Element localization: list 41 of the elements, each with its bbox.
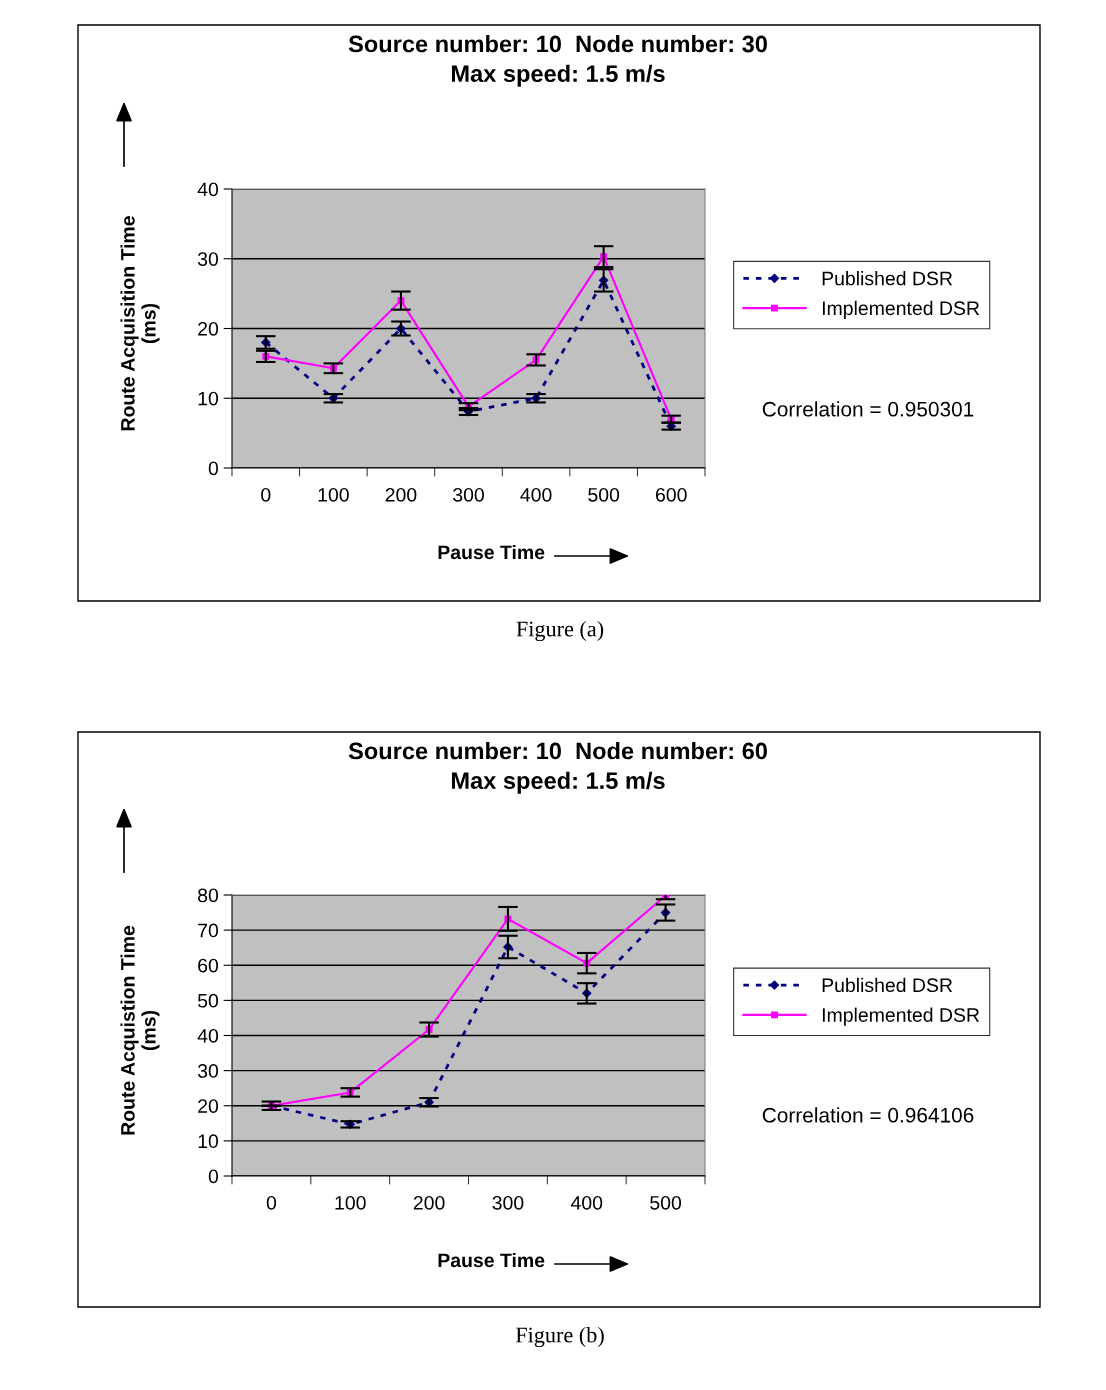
y-tick-label: 40 [197,1028,219,1043]
legend-label: Published DSR [822,977,953,993]
y-tick-label: 60 [198,958,219,973]
y-tick-label: 30 [197,1064,219,1078]
x-tick-label: 200 [385,487,417,502]
text: Figure (a) [516,620,604,642]
y-tick-label: 50 [197,993,219,1008]
x-tick-label: 300 [492,1195,524,1210]
y-tick-label: 20 [198,321,219,336]
legend-label: Published DSR [822,271,953,286]
text: Figure (b) [515,1326,604,1348]
x-tick-label: 400 [520,487,552,502]
y-tick-label: 0 [208,461,219,476]
y-axis-title: Route Acquisition Time (ms) [120,216,160,431]
y-tick-label: 20 [198,1099,219,1113]
x-tick-label: 100 [335,1195,366,1210]
legend-label: Implemented DSR [822,300,980,319]
text: Correlation = 0.950301 [762,401,974,417]
x-axis-title: Pause Time [438,544,545,560]
y-tick-label: 70 [198,923,219,938]
x-axis-title: Pause Time [438,1252,545,1268]
y-tick-label: 10 [198,1134,219,1149]
y-axis-title: Route Acquistion Time (ms) [120,925,160,1135]
x-tick-label: 200 [413,1195,445,1210]
x-tick-label: 600 [655,487,687,502]
x-tick-label: 500 [650,1195,682,1210]
y-tick-label: 80 [198,888,219,903]
text: Correlation = 0.964106 [762,1107,974,1123]
y-tick-label: 10 [198,391,219,406]
legend-label: Implemented DSR [822,1007,980,1026]
y-tick-label: 40 [197,182,219,197]
x-tick-label: 0 [266,1195,277,1210]
y-tick-label: 30 [197,252,219,266]
x-tick-label: 500 [588,487,620,502]
x-tick-label: 100 [318,487,349,502]
x-tick-label: 0 [261,487,271,502]
chart-title: Source number: 10 Node number: 60 Max speed: 1.5 m/s [348,742,767,794]
x-tick-label: 400 [570,1195,603,1210]
x-tick-label: 300 [453,487,484,502]
chart-title: Source number: 10 Node number: 30 Max speed: 1.5 m/s [348,35,767,87]
y-tick-label: 0 [208,1169,219,1184]
